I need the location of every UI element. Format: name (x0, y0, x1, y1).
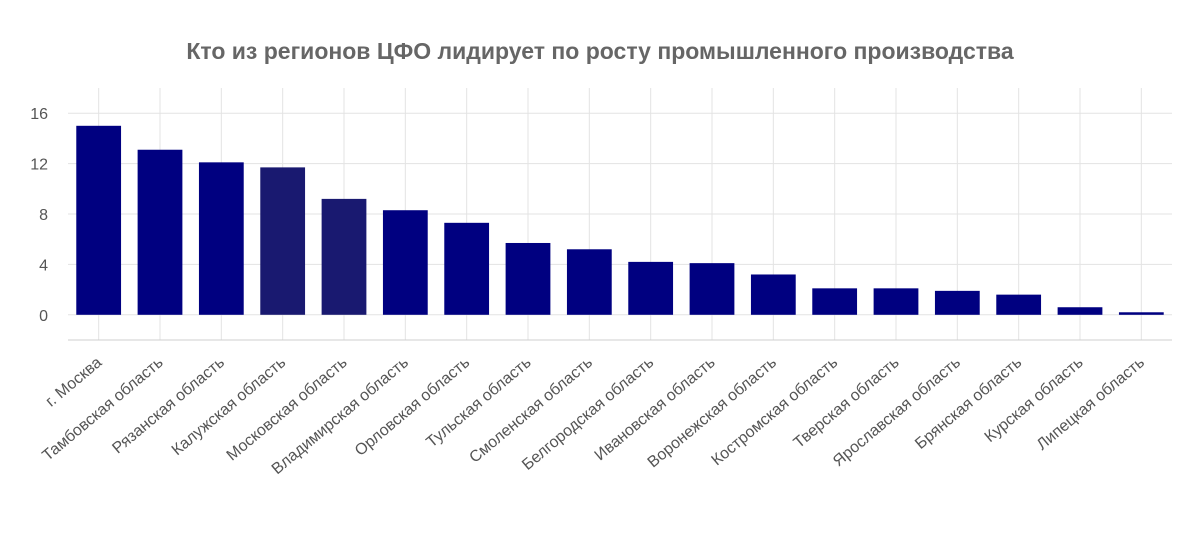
y-tick-label: 16 (30, 106, 48, 123)
bar[interactable] (321, 198, 367, 315)
y-axis-ticks: 0 4 8 12 16 (30, 106, 48, 325)
x-category-label: Брянская область (912, 354, 1025, 453)
x-category-label: Тульская область (423, 354, 534, 451)
y-tick-label: 4 (39, 257, 48, 274)
bar[interactable] (137, 149, 183, 315)
y-tick-label: 12 (30, 157, 48, 174)
y-tick-label: 8 (39, 207, 48, 224)
bar[interactable] (689, 263, 735, 315)
x-category-label: Московская область (224, 354, 351, 464)
x-category-label: Костромская область (709, 354, 842, 469)
x-category-label: Липецкая область (1034, 354, 1148, 454)
bar[interactable] (444, 222, 490, 315)
y-tick-label: 0 (39, 308, 48, 325)
chart-title: Кто из регионов ЦФО лидирует по росту пр… (186, 38, 1014, 64)
x-category-label: Калужская область (169, 354, 290, 459)
bar[interactable] (873, 288, 919, 315)
bar[interactable] (812, 288, 858, 315)
x-category-label: Тамбовская область (39, 354, 166, 465)
bar[interactable] (1118, 312, 1164, 315)
x-category-label: г. Москва (43, 354, 106, 410)
bar[interactable] (505, 242, 551, 315)
bars (76, 125, 1164, 315)
bar[interactable] (382, 210, 428, 315)
bar[interactable] (566, 249, 612, 315)
x-category-label: Ивановская область (592, 354, 719, 464)
bar[interactable] (260, 167, 306, 315)
x-category-label: Рязанская область (109, 354, 228, 457)
bar[interactable] (76, 125, 122, 315)
bar[interactable] (750, 274, 796, 315)
bar[interactable] (934, 290, 980, 315)
bar[interactable] (1057, 307, 1103, 315)
bar[interactable] (628, 261, 674, 315)
bar[interactable] (198, 162, 244, 315)
bar[interactable] (996, 294, 1042, 315)
x-category-label: Тверская область (791, 354, 903, 452)
x-category-label: Орловская область (352, 354, 473, 460)
